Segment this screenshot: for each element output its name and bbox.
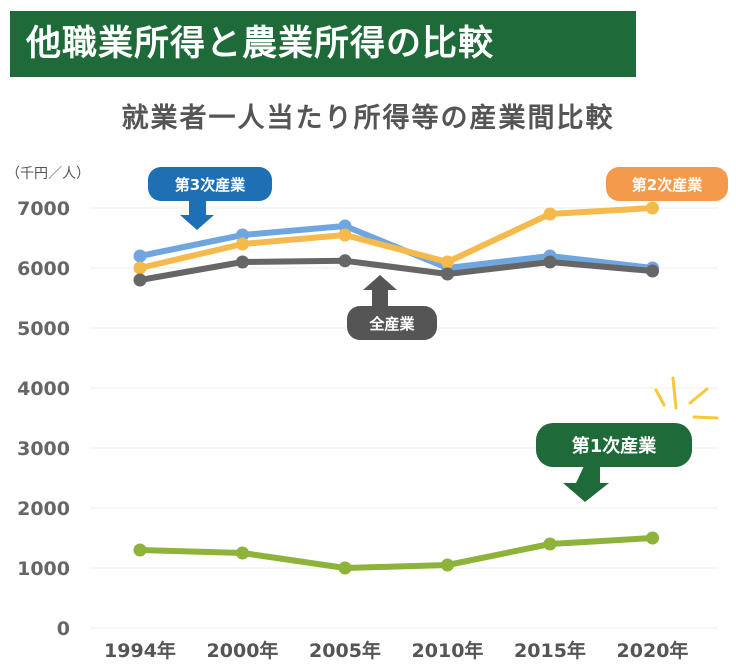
series-line — [137, 257, 656, 283]
y-tick-label: 5000 — [17, 318, 70, 340]
x-tick-label: 2005年 — [309, 639, 381, 662]
callout-secondary: 第2次産業 — [606, 167, 728, 201]
y-tick-label: 7000 — [17, 198, 70, 220]
data-point — [543, 255, 557, 269]
data-point — [441, 267, 454, 281]
data-point — [133, 273, 147, 287]
data-point — [236, 228, 249, 242]
callout-tertiary-box — [148, 167, 272, 201]
series-3 — [133, 531, 659, 575]
data-point — [543, 207, 557, 221]
data-point — [133, 261, 147, 275]
y-tick-label: 3000 — [17, 438, 70, 460]
callout-primary-arrow — [563, 466, 609, 502]
data-point — [133, 543, 147, 557]
x-tick-label: 2020年 — [617, 639, 689, 662]
data-point — [338, 228, 352, 242]
callout-tertiary-arrow — [180, 200, 214, 230]
chart-title: 就業者一人当たり所得等の産業間比較 — [121, 103, 615, 134]
sparkle-icon — [654, 376, 719, 420]
x-axis-ticks: 1994年 2000年 2005年 2010年 2015年 2020年 — [104, 639, 688, 662]
data-point — [646, 531, 659, 545]
callout-secondary-box — [606, 167, 728, 201]
callout-all-arrow — [363, 275, 397, 310]
y-tick-label: 4000 — [17, 378, 70, 400]
data-point — [441, 255, 454, 269]
callout-primary-label: 第1次産業 — [572, 435, 658, 457]
data-point — [543, 537, 557, 551]
data-point — [441, 558, 454, 572]
data-point — [646, 264, 659, 278]
x-tick-label: 2010年 — [412, 639, 484, 662]
series-2 — [133, 254, 659, 287]
x-tick-label: 2015年 — [514, 639, 586, 662]
callout-primary-box — [536, 423, 692, 467]
callout-tertiary: 第3次産業 — [148, 167, 272, 230]
y-tick-label: 1000 — [17, 558, 70, 580]
x-tick-label: 2000年 — [207, 639, 279, 662]
data-point — [338, 254, 352, 268]
data-point — [338, 219, 352, 233]
title-banner: 他職業所得と農業所得の比較 — [10, 11, 636, 77]
callout-tertiary-label: 第3次産業 — [175, 176, 246, 194]
series-lines — [133, 201, 659, 575]
callout-all-label: 全産業 — [368, 315, 415, 333]
series-line — [137, 205, 656, 271]
data-point — [236, 546, 249, 560]
series-1 — [133, 201, 659, 275]
y-tick-label: 2000 — [17, 498, 70, 520]
data-point — [646, 201, 659, 215]
x-tick-label: 1994年 — [104, 639, 176, 662]
y-axis-unit-label: （千円／人） — [6, 166, 90, 182]
data-point — [236, 255, 249, 269]
callout-primary: 第1次産業 — [536, 423, 692, 502]
data-point — [338, 561, 352, 575]
callout-all: 全産業 — [347, 275, 437, 340]
callout-all-box — [347, 306, 437, 340]
callout-secondary-label: 第2次産業 — [632, 176, 703, 194]
data-point — [236, 237, 249, 251]
y-axis-ticks: 0 1000 2000 3000 4000 5000 6000 7000 — [17, 198, 70, 640]
series-line — [137, 535, 656, 571]
y-tick-label: 6000 — [17, 258, 70, 280]
data-point — [133, 249, 147, 263]
y-tick-label: 0 — [57, 618, 70, 640]
